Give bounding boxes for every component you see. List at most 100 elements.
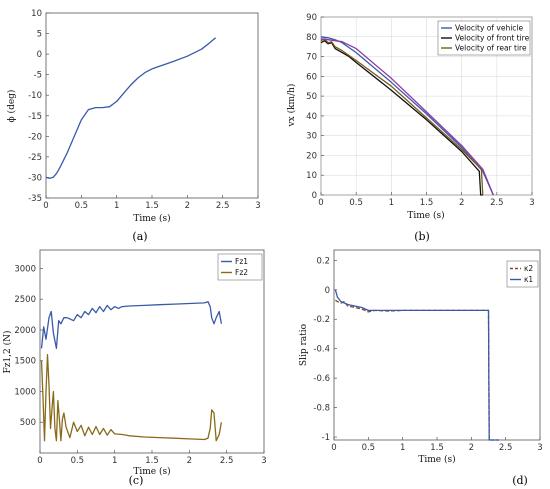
xtick-label: 2 bbox=[187, 456, 192, 466]
series-line-1 bbox=[335, 299, 499, 441]
xtick-label: 2.5 bbox=[220, 456, 234, 466]
ytick-label: -15 bbox=[28, 112, 42, 122]
ytick-label: -1 bbox=[322, 433, 330, 443]
xtick-label: 0.5 bbox=[362, 443, 376, 453]
ticks-a: 0 0.5 1 1.5 2 2.5 3 -35 -30 -25 -20 -15 -10 -5 0 5 10 bbox=[28, 9, 261, 211]
xtick-label: 0 bbox=[43, 201, 48, 211]
ytick-label: 1000 bbox=[14, 387, 36, 397]
xtick-label: 1.5 bbox=[430, 443, 444, 453]
xtick-label: 0.5 bbox=[71, 456, 85, 466]
legend-label: Velocity of front tire bbox=[455, 34, 530, 43]
ytick-label: -25 bbox=[28, 153, 42, 163]
legend-label: Fz1 bbox=[235, 257, 248, 266]
ytick-label: 10 bbox=[306, 171, 317, 181]
xtick-label: 2 bbox=[459, 198, 464, 208]
xtick-label: 0 bbox=[37, 456, 42, 466]
xtick-label: 0.5 bbox=[349, 198, 363, 208]
xtick-label: 3 bbox=[529, 198, 534, 208]
xtick-label: 1.5 bbox=[145, 456, 159, 466]
ytick-label: 1500 bbox=[14, 357, 36, 367]
ytick-label: 0 bbox=[312, 191, 317, 201]
lines-a bbox=[45, 37, 217, 179]
ytick-label: -35 bbox=[28, 194, 42, 204]
series-line-2 bbox=[320, 40, 483, 196]
series-line-2 bbox=[40, 353, 223, 442]
ytick-label: 0 bbox=[37, 50, 42, 60]
ytick-label: -0.8 bbox=[313, 404, 330, 414]
series-line-2 bbox=[334, 289, 499, 441]
xtick-label: 1 bbox=[114, 201, 119, 211]
series-line-3 bbox=[320, 38, 484, 196]
xtick-label: 1.5 bbox=[145, 201, 159, 211]
xtick-label: 3 bbox=[537, 443, 542, 453]
panel-a: 0 0.5 1 1.5 2 2.5 3 -35 -30 -25 -20 -15 -10 -5 0 5 10 Ti… bbox=[6, 9, 261, 243]
panel-label-d: (d) bbox=[512, 474, 528, 487]
legend-label: Fz2 bbox=[235, 268, 248, 277]
ylabel-d: Slip ratio bbox=[299, 324, 309, 366]
ytick-label: 30 bbox=[306, 132, 317, 142]
ytick-label: 60 bbox=[306, 72, 317, 82]
xtick-label: 1 bbox=[400, 443, 405, 453]
ytick-label: 500 bbox=[20, 418, 36, 428]
xtick-label: 3 bbox=[255, 201, 260, 211]
ytick-label: -30 bbox=[28, 173, 42, 183]
ytick-label: 20 bbox=[306, 151, 317, 161]
ticks-c: 0 0.5 1 1.5 2 2.5 3 500 1000 1500 2000 2500 3000 bbox=[14, 264, 266, 466]
ylabel-a: ϕ (deg) bbox=[6, 90, 17, 123]
ticks-d: 0 0.5 1 1.5 2 2.5 3 -1 -0.8 -0.6 -0.4 -0.2 0 0.2 bbox=[313, 256, 542, 453]
xlabel-a: Time (s) bbox=[133, 213, 170, 224]
xtick-label: 0 bbox=[331, 443, 336, 453]
panel-label-a: (a) bbox=[132, 230, 147, 243]
xtick-label: 2.5 bbox=[490, 198, 504, 208]
plot-frame-a bbox=[45, 12, 259, 199]
ytick-label: 3000 bbox=[14, 264, 36, 274]
ytick-label: 50 bbox=[306, 92, 317, 102]
legend-label: Velocity of rear tire bbox=[455, 44, 527, 53]
ytick-label: -0.6 bbox=[313, 374, 330, 384]
legend-label: κ2 bbox=[524, 264, 533, 273]
ytick-label: -0.4 bbox=[313, 345, 330, 355]
series-line-1 bbox=[45, 37, 217, 179]
lines-d bbox=[334, 289, 499, 441]
xtick-label: 2.5 bbox=[499, 443, 513, 453]
xtick-label: 3 bbox=[261, 456, 266, 466]
panel-d: 0 0.5 1 1.5 2 2.5 3-1-0.8-0.6-0.4-0.200.2 κ2κ1… bbox=[299, 249, 543, 487]
lines-b bbox=[320, 36, 494, 196]
ytick-label: 2000 bbox=[14, 326, 36, 336]
ylabel-c: Fz1,2 (N) bbox=[2, 330, 13, 373]
ytick-label: -10 bbox=[28, 91, 42, 101]
ytick-label: 2500 bbox=[14, 295, 36, 305]
ytick-label: -0.2 bbox=[313, 315, 330, 325]
ytick-label: -20 bbox=[28, 132, 42, 142]
ylabel-b: vx (km/h) bbox=[286, 84, 297, 128]
ytick-label: 40 bbox=[306, 112, 317, 122]
legend-label: κ1 bbox=[524, 275, 533, 284]
lines-c bbox=[40, 301, 223, 442]
xlabel-b: Time (s) bbox=[407, 210, 444, 221]
series-line-4 bbox=[320, 38, 494, 196]
ytick-label: 80 bbox=[306, 33, 317, 43]
ytick-label: 0.2 bbox=[316, 256, 330, 266]
legend-box bbox=[217, 253, 263, 281]
ytick-label: 90 bbox=[306, 13, 317, 23]
xlabel-c: Time (s) bbox=[133, 466, 170, 477]
series-line-1 bbox=[40, 301, 223, 350]
legend-label: Velocity of vehicle bbox=[455, 24, 524, 33]
xtick-label: 1 bbox=[112, 456, 117, 466]
ytick-label: -5 bbox=[34, 71, 42, 81]
xtick-label: 1.5 bbox=[420, 198, 434, 208]
xtick-label: 2 bbox=[185, 201, 190, 211]
ytick-label: 0 bbox=[325, 286, 330, 296]
xlabel-d: Time (s) bbox=[418, 454, 455, 465]
xtick-label: 0.5 bbox=[75, 201, 89, 211]
panel-label-b: (b) bbox=[414, 230, 430, 243]
legend-box bbox=[437, 20, 531, 56]
ytick-label: 5 bbox=[37, 30, 42, 40]
xtick-label: 0 bbox=[318, 198, 323, 208]
